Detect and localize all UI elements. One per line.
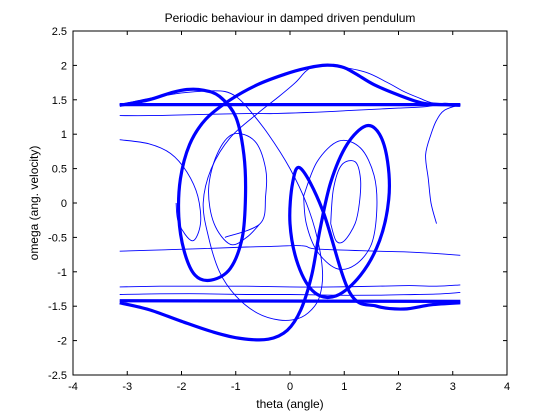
y-tick-label: -1.5	[48, 301, 67, 313]
y-tick-label: -2.5	[48, 370, 67, 382]
x-tick-label: -3	[122, 381, 132, 393]
y-tick-label: 0.5	[52, 164, 67, 176]
trajectory-line-5	[119, 291, 461, 296]
trajectory-line-8	[330, 160, 362, 244]
x-tick-label: -2	[177, 381, 187, 393]
x-tick-label: 1	[341, 381, 347, 393]
x-tick-label: 0	[287, 381, 293, 393]
x-tick-label: -4	[68, 381, 78, 393]
x-axis-label: theta (angle)	[256, 397, 323, 411]
y-tick-label: 1	[61, 129, 67, 141]
y-tick-label: 0	[61, 198, 67, 210]
series-layer	[119, 63, 461, 342]
attractor-line-13	[119, 299, 461, 303]
trajectory-line-3	[119, 102, 461, 117]
trajectory-line-1	[119, 139, 202, 242]
trajectory-line-4	[119, 284, 461, 288]
y-tick-label: -2	[57, 336, 67, 348]
chart-title: Periodic behaviour in damped driven pend…	[165, 11, 416, 25]
attractor-line-10	[119, 63, 461, 283]
x-tick-label: -1	[231, 381, 241, 393]
trajectory-line-6	[425, 104, 461, 224]
x-tick-label: 3	[450, 381, 456, 393]
attractor-line-11	[119, 123, 461, 342]
y-axis-label: omega (ang. velocity)	[27, 146, 41, 261]
y-tick-label: -1	[57, 267, 67, 279]
y-tick-label: 2	[61, 60, 67, 72]
tick-layer: -4 -3 -2 -1 0 1 2 3 4 -2.5 -2 -1.5 -1 -0.5 0 0.5 1 1.5 2 2.…	[48, 26, 510, 393]
trajectory-line-2	[119, 245, 461, 256]
x-tick-label: 4	[504, 381, 510, 393]
y-tick-label: 1.5	[52, 95, 67, 107]
y-tick-label: 2.5	[52, 26, 67, 38]
y-tick-label: -0.5	[48, 232, 67, 244]
x-tick-label: 2	[395, 381, 401, 393]
trajectory-line-7	[208, 133, 268, 246]
